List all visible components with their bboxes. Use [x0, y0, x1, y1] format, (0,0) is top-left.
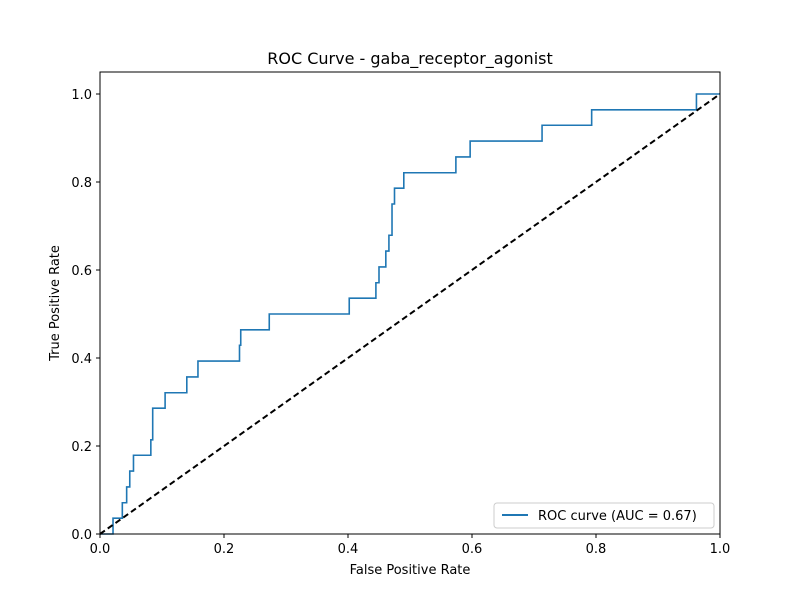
legend-box	[493, 502, 715, 529]
legend-label-roc: ROC curve (AUC = 0.67)	[538, 509, 697, 524]
chart-title: ROC Curve - gaba_receptor_agonist	[267, 49, 553, 69]
y-tick-label: 1.0	[71, 88, 92, 103]
y-tick-label: 0.2	[71, 440, 92, 455]
x-tick-label: 0.6	[462, 542, 483, 557]
x-tick-label: 1.0	[710, 542, 731, 557]
plot-area: 0.0 0.2 0.4 0.6 0.8 1.0 0.0 0.2 0.4 0.6 0.8 1.0	[71, 71, 731, 557]
roc-curve-line	[100, 93, 720, 535]
y-tick-label: 0.8	[71, 176, 92, 191]
x-tick-label: 0.4	[338, 542, 359, 557]
x-tick-label: 0.2	[214, 542, 235, 557]
x-tick-label: 0.8	[586, 542, 607, 557]
y-tick-label: 0.0	[71, 528, 92, 543]
chance-diagonal-line	[99, 93, 721, 535]
x-axis-label: False Positive Rate	[350, 563, 471, 578]
legend: ROC curve (AUC = 0.67)	[493, 502, 715, 529]
axes-frame	[99, 71, 721, 535]
y-tick-label: 0.4	[71, 352, 92, 367]
x-tick-label: 0.0	[90, 542, 111, 557]
y-tick-label: 0.6	[71, 264, 92, 279]
y-axis-label: True Positive Rate	[48, 245, 63, 362]
